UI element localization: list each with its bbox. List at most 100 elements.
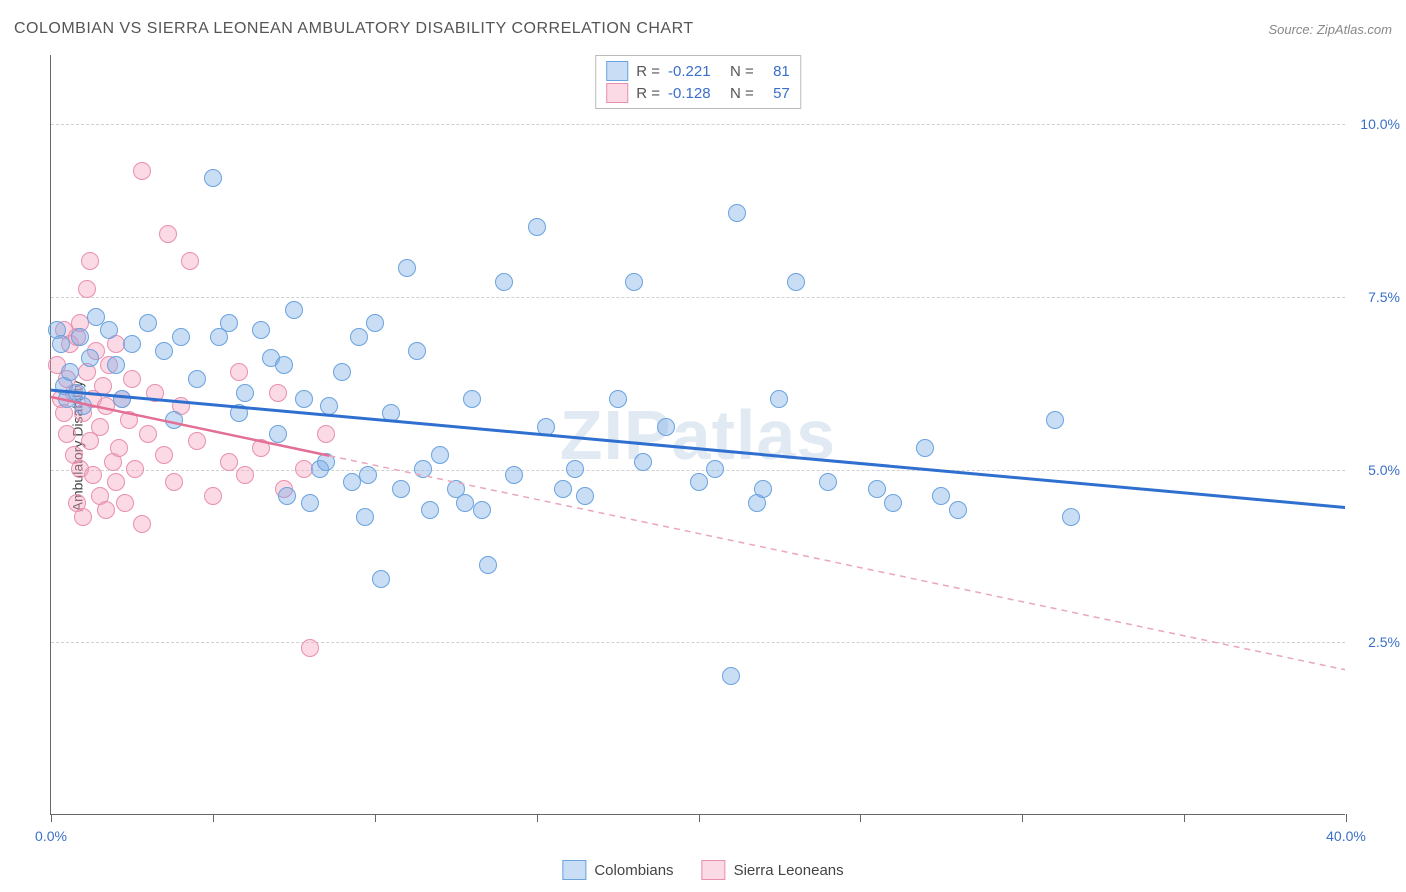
data-point xyxy=(625,273,643,291)
x-tick xyxy=(1022,814,1023,822)
stats-row: R = -0.221 N = 81 xyxy=(606,60,790,82)
data-point xyxy=(554,480,572,498)
data-point xyxy=(133,162,151,180)
data-point xyxy=(754,480,772,498)
data-point xyxy=(204,487,222,505)
data-point xyxy=(949,501,967,519)
data-point xyxy=(414,460,432,478)
stats-swatch xyxy=(606,83,628,103)
gridline-horizontal xyxy=(51,124,1345,125)
data-point xyxy=(52,335,70,353)
data-point xyxy=(81,252,99,270)
data-point xyxy=(159,225,177,243)
data-point xyxy=(91,418,109,436)
data-point xyxy=(155,446,173,464)
data-point xyxy=(285,301,303,319)
data-point xyxy=(74,397,92,415)
data-point xyxy=(146,384,164,402)
data-point xyxy=(252,439,270,457)
x-tick-label: 0.0% xyxy=(35,828,67,844)
data-point xyxy=(220,314,238,332)
r-value: -0.221 xyxy=(668,63,722,80)
data-point xyxy=(84,466,102,484)
data-point xyxy=(269,384,287,402)
data-point xyxy=(1062,508,1080,526)
x-tick xyxy=(699,814,700,822)
data-point xyxy=(165,411,183,429)
data-point xyxy=(366,314,384,332)
r-value: -0.128 xyxy=(668,85,722,102)
data-point xyxy=(107,473,125,491)
data-point xyxy=(188,370,206,388)
y-tick-label: 10.0% xyxy=(1350,116,1400,132)
data-point xyxy=(110,439,128,457)
data-point xyxy=(71,328,89,346)
data-point xyxy=(350,328,368,346)
data-point xyxy=(81,349,99,367)
data-point xyxy=(204,169,222,187)
data-point xyxy=(269,425,287,443)
data-point xyxy=(728,204,746,222)
data-point xyxy=(123,370,141,388)
stats-row: R =-0.128N =57 xyxy=(606,82,790,104)
chart-source: Source: ZipAtlas.com xyxy=(1268,22,1392,37)
legend-item: Colombians xyxy=(562,860,673,880)
data-point xyxy=(165,473,183,491)
data-point xyxy=(932,487,950,505)
data-point xyxy=(236,384,254,402)
x-tick xyxy=(375,814,376,822)
data-point xyxy=(706,460,724,478)
data-point xyxy=(188,432,206,450)
data-point xyxy=(120,411,138,429)
legend-swatch xyxy=(562,860,586,880)
data-point xyxy=(770,390,788,408)
n-value: 57 xyxy=(762,85,790,102)
data-point xyxy=(295,390,313,408)
data-point xyxy=(123,335,141,353)
r-label: R = xyxy=(636,85,660,102)
data-point xyxy=(421,501,439,519)
data-point xyxy=(537,418,555,436)
legend-label: Colombians xyxy=(594,862,673,879)
data-point xyxy=(473,501,491,519)
n-value: 81 xyxy=(762,63,790,80)
data-point xyxy=(505,466,523,484)
legend-swatch xyxy=(702,860,726,880)
x-tick xyxy=(860,814,861,822)
gridline-horizontal xyxy=(51,642,1345,643)
correlation-stats-box: R =-0.221N =81R =-0.128N =57 xyxy=(595,55,801,109)
x-tick xyxy=(537,814,538,822)
data-point xyxy=(431,446,449,464)
data-point xyxy=(398,259,416,277)
r-label: R = xyxy=(636,63,660,80)
data-point xyxy=(275,356,293,374)
n-label: N = xyxy=(730,63,754,80)
scatter-plot-area: ZIPatlas 2.5%5.0%7.5%10.0%0.0%40.0%R =-0… xyxy=(50,55,1345,815)
chart-title: COLOMBIAN VS SIERRA LEONEAN AMBULATORY D… xyxy=(14,20,694,38)
y-tick-label: 7.5% xyxy=(1350,289,1400,305)
data-point xyxy=(916,439,934,457)
data-point xyxy=(382,404,400,422)
data-point xyxy=(139,425,157,443)
data-point xyxy=(372,570,390,588)
gridline-horizontal xyxy=(51,297,1345,298)
legend-label: Sierra Leoneans xyxy=(734,862,844,879)
data-point xyxy=(220,453,238,471)
data-point xyxy=(463,390,481,408)
data-point xyxy=(252,321,270,339)
data-point xyxy=(58,425,76,443)
data-point xyxy=(97,501,115,519)
data-point xyxy=(113,390,131,408)
data-point xyxy=(107,356,125,374)
data-point xyxy=(116,494,134,512)
x-tick xyxy=(1184,814,1185,822)
data-point xyxy=(181,252,199,270)
data-point xyxy=(359,466,377,484)
data-point xyxy=(333,363,351,381)
data-point xyxy=(690,473,708,491)
data-point xyxy=(868,480,886,498)
y-tick-label: 2.5% xyxy=(1350,634,1400,650)
data-point xyxy=(657,418,675,436)
x-tick-label: 40.0% xyxy=(1326,828,1366,844)
data-point xyxy=(408,342,426,360)
